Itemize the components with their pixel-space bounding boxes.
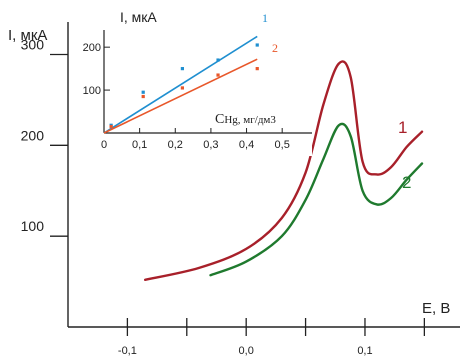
inset-y-tick-label: 200 <box>83 42 101 54</box>
inset-point-1 <box>216 58 220 62</box>
inset-x-tick-label: 0 <box>101 139 107 151</box>
series-line-2 <box>209 122 424 277</box>
inset-x-axis-label-main: C <box>215 112 224 127</box>
inset-y-axis-label: I, мкА <box>120 9 157 25</box>
x-axis-label: E, B <box>422 300 450 317</box>
series-label-1: 1 <box>398 118 407 137</box>
y-tick-label: 100 <box>21 218 45 234</box>
inset-series-label-1: 1 <box>262 11 268 25</box>
inset-background <box>72 6 312 156</box>
inset-point-2 <box>109 124 113 129</box>
inset-fit-line-2 <box>103 58 258 134</box>
inset-point-2 <box>141 94 145 99</box>
inset-series-label-2: 2 <box>272 41 278 55</box>
inset-point-2 <box>255 67 259 71</box>
inset-point-2 <box>216 73 220 77</box>
inset-x-tick-label: 0,2 <box>168 139 183 151</box>
inset-chart: I, мкА CHg, мг/дм3 100 200 0 0,1 0,2 0,3 0,4 0… <box>72 6 312 156</box>
inset-y-tick-label: 100 <box>83 85 101 97</box>
x-tick-label: 0,1 <box>357 345 372 357</box>
y-axis-label: I, мкА <box>8 27 47 44</box>
x-tick-label: 0,0 <box>239 345 254 357</box>
inset-x-tick-label: 0,1 <box>132 139 147 151</box>
series-label-2: 2 <box>402 173 411 192</box>
inset-x-axis-label: CHg, мг/дм3 <box>215 112 276 127</box>
inset-x-axis-label-sub: Hg, мг/дм3 <box>224 114 276 126</box>
main-chart: I, мкА E, B 100 200 300 -0,1 0,0 0,1 1 2 <box>8 22 460 357</box>
inset-x-tick-label: 0,4 <box>239 139 254 151</box>
inset-point-2 <box>180 86 184 90</box>
x-tick-label: -0,1 <box>118 345 137 357</box>
inset-point-1 <box>180 67 184 71</box>
inset-x-tick-label: 0,5 <box>275 139 290 151</box>
inset-point-1 <box>255 43 259 47</box>
inset-fit-line-1 <box>103 35 258 134</box>
y-tick-label: 300 <box>21 37 45 53</box>
y-tick-label: 200 <box>21 127 45 143</box>
inset-x-tick-label: 0,3 <box>203 139 218 151</box>
inset-point-1 <box>141 90 145 94</box>
series-line-1 <box>144 60 424 281</box>
